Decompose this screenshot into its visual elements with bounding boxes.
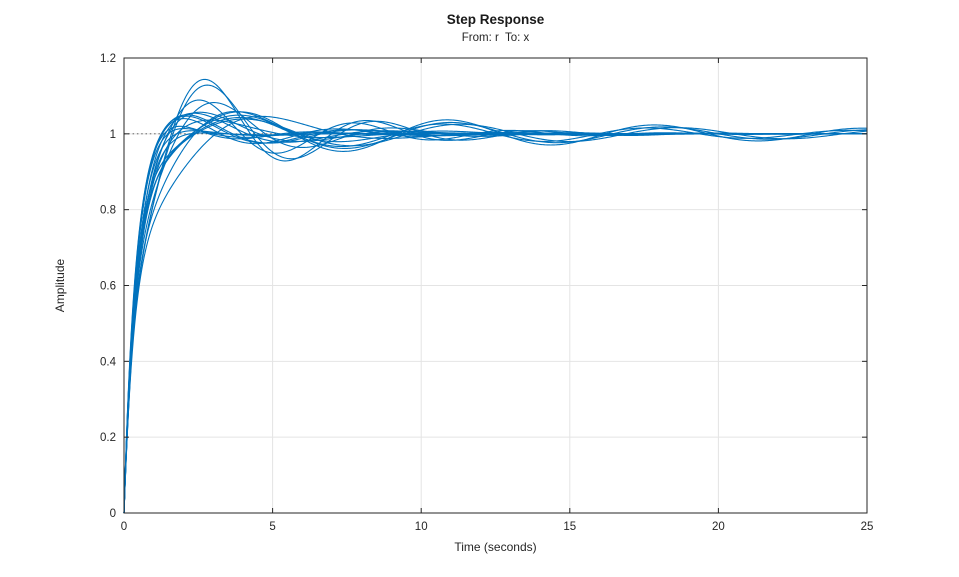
x-tick-label: 5 [269,521,275,533]
x-tick-label: 20 [712,521,725,533]
y-tick-label: 0 [110,508,116,520]
y-tick-label: 0.6 [100,281,116,293]
grid-lines [124,58,867,513]
x-axis-label: Time (seconds) [454,540,536,554]
response-curve [123,132,867,514]
response-curve [123,125,867,514]
response-curve [123,115,867,514]
y-tick-label: 0.4 [100,356,117,368]
response-curve [123,114,868,514]
response-curve [123,99,868,514]
y-tick-label: 0.2 [100,432,116,444]
response-curve [123,115,867,514]
response-curve [123,116,868,514]
x-tick-label: 10 [415,521,428,533]
response-curve [123,119,867,514]
y-tick-label: 0.8 [100,205,116,217]
y-tick-labels: 0 0.2 0.4 0.6 0.8 1 1.2 [100,53,117,520]
response-curves [123,78,868,514]
response-curve [123,130,867,514]
response-curve [123,118,868,514]
x-tick-labels: 0 5 10 15 20 25 [121,521,874,533]
response-curve [123,118,868,514]
x-tick-label: 15 [563,521,576,533]
chart-title: Step Response [447,12,545,27]
x-tick-label: 25 [861,521,874,533]
y-axis-label: Amplitude [53,259,67,313]
y-tick-label: 1 [110,129,116,141]
response-curve [123,111,867,514]
response-curve [123,112,867,514]
response-curve [123,127,867,514]
response-curve [123,111,868,514]
response-curve [123,84,868,514]
x-tick-label: 0 [121,521,127,533]
response-curve [123,114,867,514]
response-curve [123,110,867,514]
response-curve [123,78,867,514]
y-tick-label: 1.2 [100,53,116,65]
tick-marks [123,57,868,514]
chart-subtitle: From: r To: x [462,32,530,44]
response-curve [123,102,867,514]
